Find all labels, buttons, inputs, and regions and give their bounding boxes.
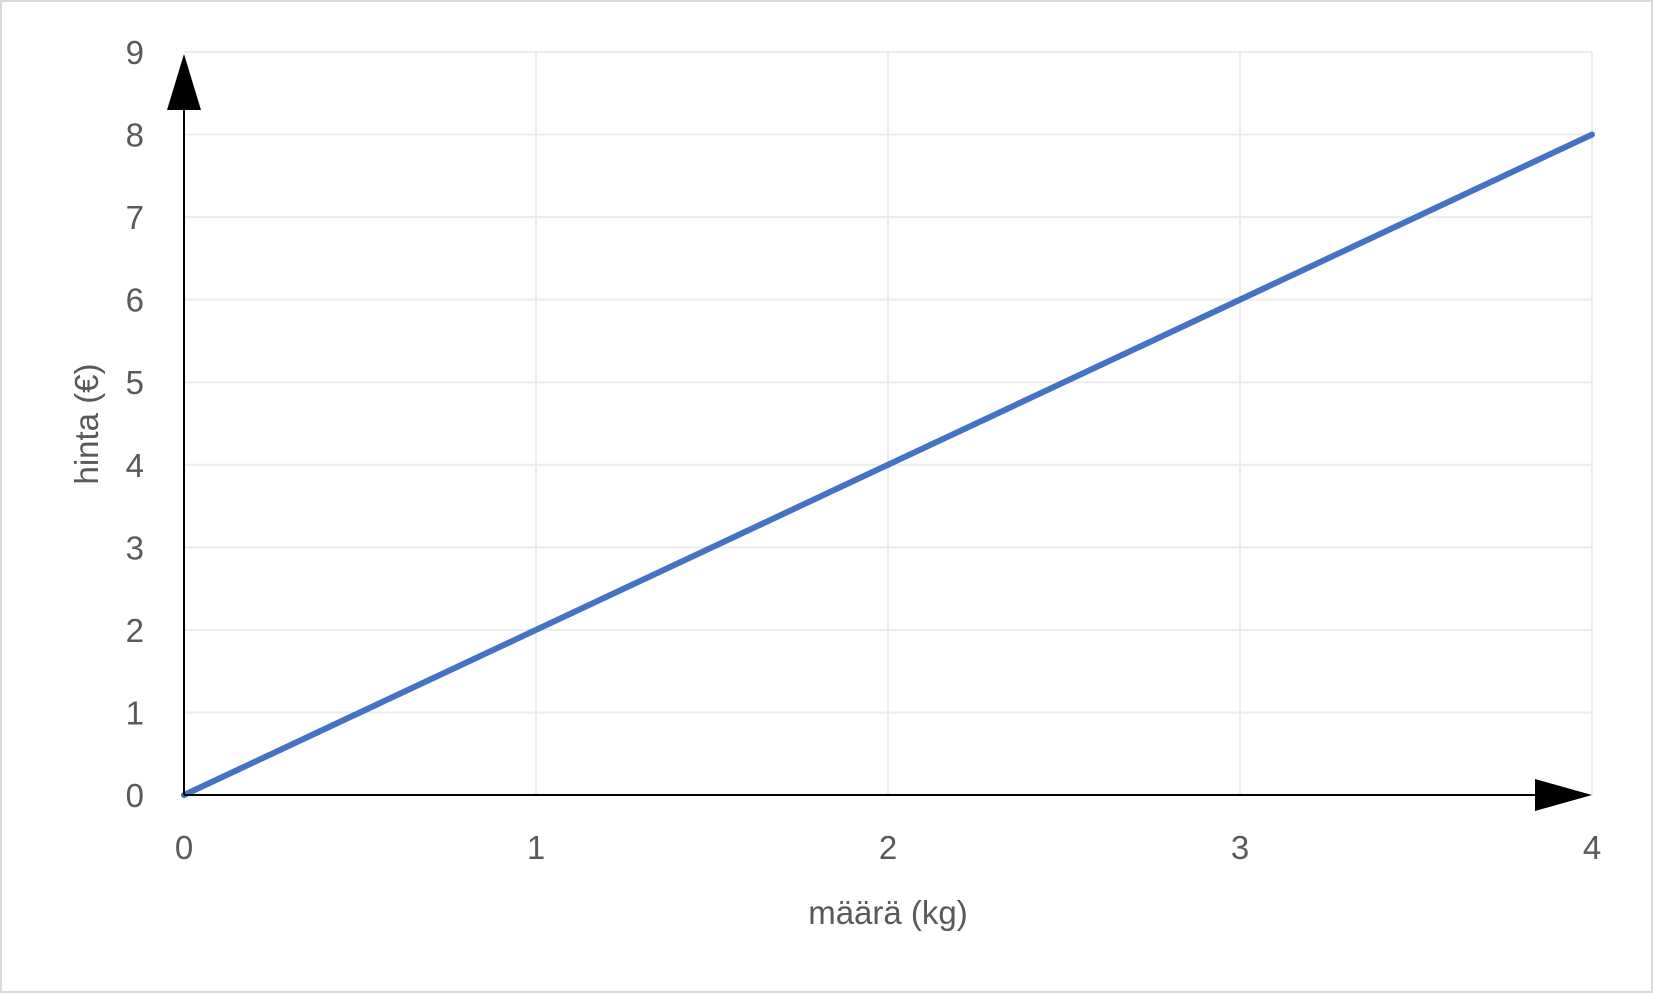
- x-axis-arrowhead: [1535, 779, 1592, 811]
- tick-labels: 0 1 2 3 4 5 6 7 8 9 0 1 2 3 4: [126, 34, 1602, 866]
- y-tick-label: 8: [126, 117, 144, 154]
- y-tick-label: 0: [126, 777, 144, 814]
- gridlines: [184, 51, 1593, 795]
- y-tick-label: 6: [126, 282, 144, 319]
- x-tick-label: 4: [1583, 829, 1601, 866]
- y-tick-label: 4: [126, 447, 144, 484]
- y-tick-label: 2: [126, 612, 144, 649]
- series-layer: [181, 131, 1595, 798]
- y-tick-label: 9: [126, 34, 144, 71]
- x-tick-label: 1: [527, 829, 545, 866]
- y-axis-arrowhead: [167, 54, 201, 110]
- x-tick-label: 2: [879, 829, 897, 866]
- y-axis-title: hinta (€): [68, 363, 105, 484]
- y-tick-label: 3: [126, 529, 144, 566]
- y-tick-label: 1: [126, 694, 144, 731]
- x-tick-label: 3: [1231, 829, 1249, 866]
- series-line: [181, 131, 1595, 798]
- x-tick-label: 0: [175, 829, 193, 866]
- y-tick-label: 7: [126, 199, 144, 236]
- axes: [167, 54, 1592, 811]
- x-axis-title: määrä (kg): [808, 894, 968, 931]
- y-tick-label: 5: [126, 364, 144, 401]
